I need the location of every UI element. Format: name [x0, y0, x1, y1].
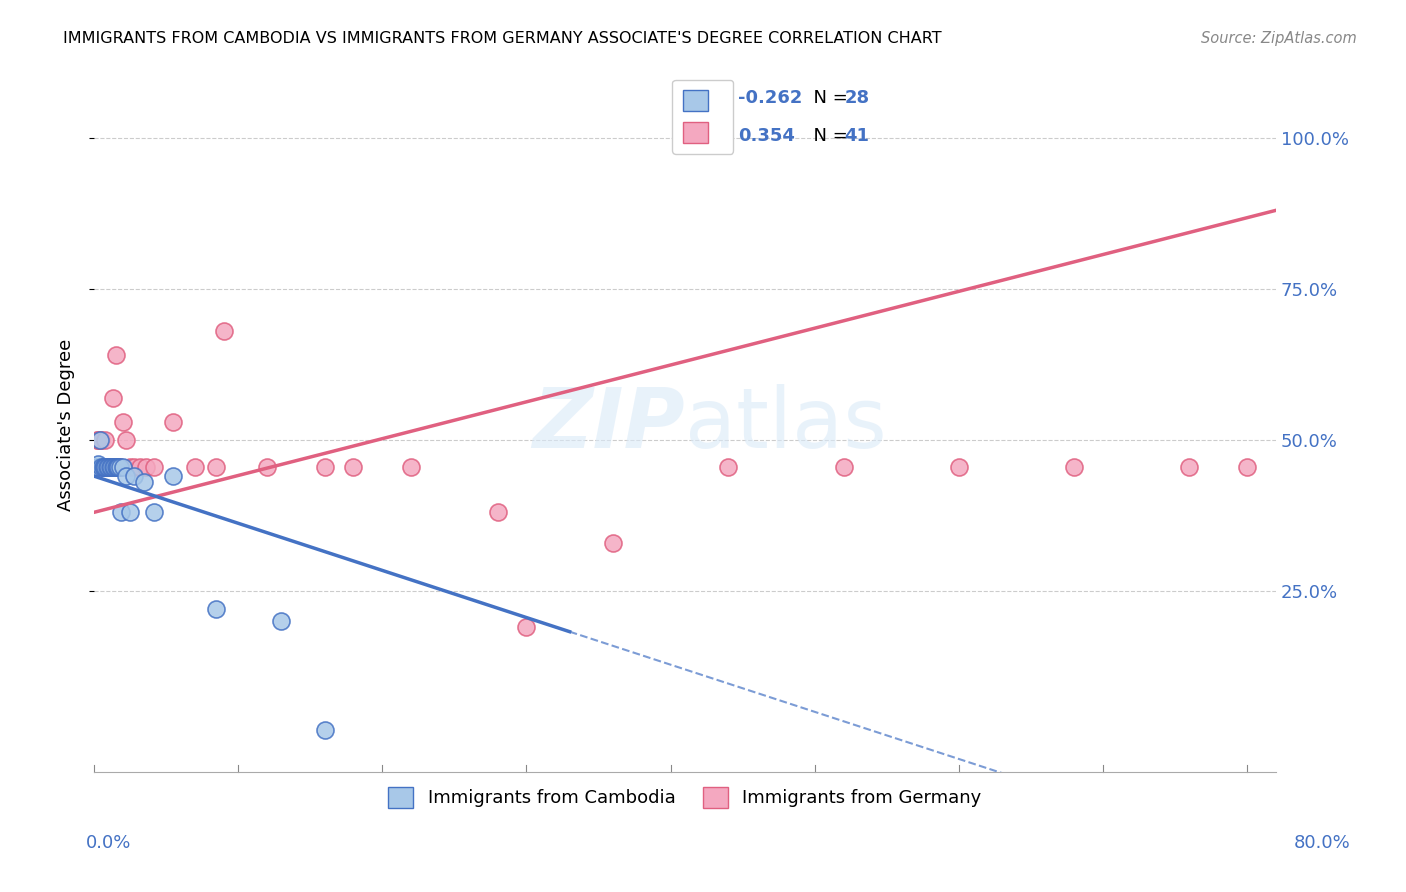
Text: IMMIGRANTS FROM CAMBODIA VS IMMIGRANTS FROM GERMANY ASSOCIATE'S DEGREE CORRELATI: IMMIGRANTS FROM CAMBODIA VS IMMIGRANTS F…: [63, 31, 942, 46]
Text: 0.354: 0.354: [738, 127, 794, 145]
Point: [98, 460, 121, 475]
Point: [270, 614, 292, 628]
Point: [89, 433, 111, 447]
Point: [107, 460, 129, 475]
Text: Source: ZipAtlas.com: Source: ZipAtlas.com: [1201, 31, 1357, 46]
Point: [212, 324, 235, 338]
Text: atlas: atlas: [685, 384, 887, 466]
Point: [114, 469, 136, 483]
Point: [87, 457, 110, 471]
Point: [110, 505, 132, 519]
Point: [114, 433, 136, 447]
Point: [143, 505, 166, 519]
Point: [111, 460, 134, 475]
Point: [103, 460, 125, 475]
Point: [118, 505, 141, 519]
Point: [101, 460, 124, 475]
Point: [256, 460, 278, 475]
Text: 28: 28: [845, 89, 869, 107]
Point: [135, 460, 157, 475]
Point: [108, 460, 131, 475]
Point: [89, 433, 111, 447]
Point: [832, 460, 855, 475]
Point: [342, 460, 364, 475]
Point: [118, 460, 141, 475]
Point: [104, 348, 127, 362]
Point: [143, 460, 166, 475]
Point: [205, 460, 228, 475]
Point: [94, 433, 117, 447]
Text: R =: R =: [693, 127, 738, 145]
Point: [1063, 460, 1085, 475]
Point: [87, 433, 110, 447]
Point: [111, 415, 134, 429]
Point: [94, 460, 117, 475]
Point: [602, 535, 624, 549]
Point: [104, 460, 127, 475]
Point: [129, 460, 152, 475]
Point: [108, 460, 131, 475]
Point: [105, 460, 128, 475]
Point: [97, 460, 120, 475]
Point: [184, 460, 207, 475]
Point: [1178, 460, 1201, 475]
Point: [96, 460, 118, 475]
Text: ZIP: ZIP: [533, 384, 685, 466]
Point: [162, 469, 184, 483]
Text: 80.0%: 80.0%: [1294, 834, 1350, 852]
Point: [96, 460, 118, 475]
Text: R =: R =: [693, 89, 733, 107]
Point: [162, 415, 184, 429]
Point: [98, 460, 121, 475]
Point: [100, 460, 122, 475]
Point: [314, 723, 336, 737]
Text: 41: 41: [845, 127, 869, 145]
Point: [1236, 460, 1258, 475]
Point: [93, 460, 115, 475]
Point: [314, 460, 336, 475]
Point: [103, 460, 125, 475]
Point: [948, 460, 970, 475]
Point: [134, 475, 156, 490]
Point: [86, 460, 108, 475]
Text: N =: N =: [801, 127, 853, 145]
Point: [93, 460, 115, 475]
Point: [107, 460, 129, 475]
Point: [105, 460, 128, 475]
Point: [515, 620, 537, 634]
Legend: Immigrants from Cambodia, Immigrants from Germany: Immigrants from Cambodia, Immigrants fro…: [381, 780, 988, 815]
Y-axis label: Associate's Degree: Associate's Degree: [58, 339, 75, 511]
Point: [124, 469, 146, 483]
Point: [86, 433, 108, 447]
Point: [97, 460, 120, 475]
Point: [205, 602, 228, 616]
Point: [91, 460, 114, 475]
Point: [90, 460, 112, 475]
Point: [486, 505, 509, 519]
Point: [100, 460, 122, 475]
Text: N =: N =: [801, 89, 853, 107]
Point: [717, 460, 740, 475]
Point: [101, 391, 124, 405]
Text: 0.0%: 0.0%: [86, 834, 131, 852]
Point: [399, 460, 422, 475]
Point: [91, 460, 114, 475]
Text: -0.262: -0.262: [738, 89, 803, 107]
Point: [90, 433, 112, 447]
Point: [124, 460, 146, 475]
